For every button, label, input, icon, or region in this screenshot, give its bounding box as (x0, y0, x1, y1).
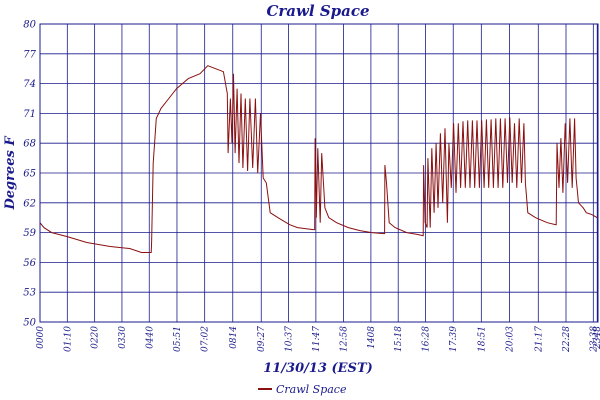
x-tick-label: 0220 (91, 326, 101, 349)
legend-label-crawl-space: Crawl Space (276, 383, 347, 396)
y-axis-label: Degrees F (3, 136, 18, 211)
x-axis-label: 11/30/13 (EST) (263, 361, 373, 376)
x-tick-label: 07:02 (201, 326, 211, 352)
x-tick-label: 22:28 (562, 326, 572, 353)
y-tick-label: 65 (23, 169, 36, 180)
x-tick-label: 01:10 (63, 326, 73, 352)
x-tick-label: 2348 (593, 326, 600, 350)
y-tick-label: 74 (23, 79, 36, 90)
y-tick-label: 80 (23, 20, 36, 31)
x-tick-label: 18:51 (477, 326, 487, 352)
x-tick-label: 0000 (36, 326, 46, 349)
x-tick-label: 0440 (145, 326, 155, 349)
x-tick-label: 10:37 (285, 326, 295, 352)
y-tick-label: 50 (23, 318, 36, 329)
y-tick-label: 68 (23, 139, 36, 150)
x-tick-label: 15:18 (394, 326, 404, 352)
y-tick-label: 62 (23, 198, 36, 209)
x-tick-label: 0330 (118, 326, 128, 349)
x-tick-label: 12:58 (340, 326, 350, 352)
x-tick-label: 20:03 (505, 326, 515, 353)
x-tick-label: 23:38 (589, 326, 599, 353)
y-tick-label: 77 (23, 49, 36, 60)
x-tick-label: 05:51 (173, 326, 183, 352)
y-tick-label: 59 (23, 228, 36, 239)
x-tick-label: 11:47 (312, 326, 322, 352)
x-tick-label: 09:27 (257, 326, 267, 352)
y-tick-labels: 50 53 56 59 62 65 68 71 74 77 80 (23, 20, 36, 329)
x-tick-label: 21:17 (534, 326, 544, 353)
x-tick-labels: 0000 01:10 0220 0330 0440 05:51 07:02 0814 09:27… (36, 326, 600, 353)
x-tick-label: 16:28 (422, 326, 432, 352)
x-tick-label: 17:39 (449, 326, 459, 352)
chart-title: Crawl Space (266, 2, 369, 20)
x-tick-label: 1408 (367, 326, 377, 349)
y-tick-label: 71 (23, 109, 36, 120)
plot-border (39, 23, 599, 323)
series-line-crawl-space (39, 65, 598, 253)
legend: Crawl Space (258, 383, 347, 396)
y-tick-label: 53 (23, 288, 36, 299)
y-tick-label: 56 (23, 258, 36, 269)
x-tick-label: 0814 (229, 326, 239, 349)
